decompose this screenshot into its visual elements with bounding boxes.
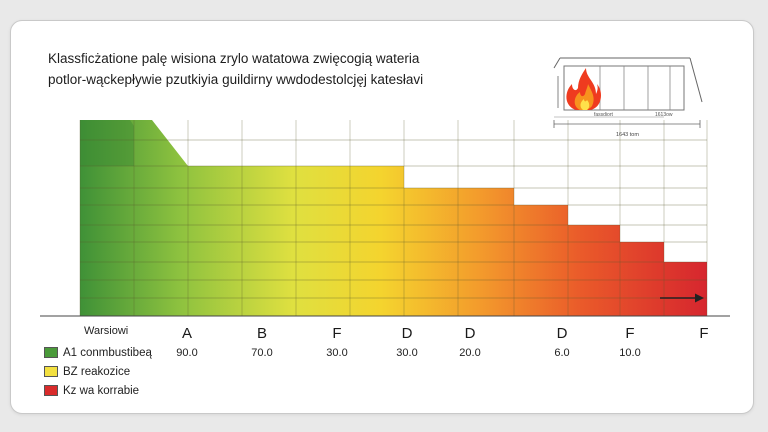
bar-block xyxy=(350,166,404,316)
legend-item: Kz wa korrabie xyxy=(44,382,152,399)
category-label: B xyxy=(257,325,267,342)
bars-group xyxy=(80,120,707,316)
bar-block xyxy=(568,225,620,316)
category-label: D xyxy=(465,325,476,342)
diagram-inner-label-right: 1613ow xyxy=(655,112,673,118)
value-label: 70.0 xyxy=(251,347,272,359)
bar-block xyxy=(296,166,350,316)
title-line-2: potlor-wąckepływie pzutkiyia guildirny w… xyxy=(48,72,424,87)
legend-swatch-green xyxy=(44,347,58,358)
bar-block xyxy=(664,262,707,316)
grid-group xyxy=(79,120,708,316)
legend-label: BZ reakozice xyxy=(63,365,131,378)
value-label: 20.0 xyxy=(459,347,480,359)
category-label: D xyxy=(402,325,413,342)
bar-block xyxy=(242,166,296,316)
bar-slope xyxy=(134,120,188,166)
bar-block xyxy=(404,188,458,316)
bar-block xyxy=(188,166,242,316)
category-label: F xyxy=(625,325,634,342)
axis-caption: Warsiowi xyxy=(84,325,128,337)
category-label: F xyxy=(699,325,708,342)
diagram-bottom-dim: 1643 tom xyxy=(616,132,639,138)
fire-test-diagram: 3000 fassdiort 1613ow 1643 tom xyxy=(553,57,703,138)
chart-title: Klassficżatione palę wisiona zrylo watat… xyxy=(48,48,518,90)
flame-icon xyxy=(566,68,602,110)
value-label: 6.0 xyxy=(554,347,569,359)
legend: A1 conmbustibeą BZ reakozice Kz wa korra… xyxy=(44,344,152,401)
diagram-inner-label-left: fassdiort xyxy=(594,112,614,118)
value-label: 90.0 xyxy=(176,347,197,359)
category-label: F xyxy=(332,325,341,342)
value-label: 30.0 xyxy=(396,347,417,359)
legend-label: Kz wa korrabie xyxy=(63,384,140,397)
category-label: D xyxy=(557,325,568,342)
category-label: A xyxy=(182,325,192,342)
legend-swatch-yellow xyxy=(44,366,58,377)
bar-block xyxy=(620,242,664,316)
value-label: 30.0 xyxy=(326,347,347,359)
bar-slope xyxy=(350,166,404,188)
value-labels: 90.0 70.0 30.0 30.0 20.0 6.0 10.0 xyxy=(176,347,640,359)
legend-item: BZ reakozice xyxy=(44,363,152,380)
axis-arrow-icon xyxy=(660,293,704,303)
bar-face xyxy=(80,120,134,166)
bar-block xyxy=(134,166,188,316)
legend-swatch-red xyxy=(44,385,58,396)
legend-label: A1 conmbustibeą xyxy=(63,346,152,359)
title-line-1: Klassficżatione palę wisiona zrylo watat… xyxy=(48,51,420,66)
legend-item: A1 conmbustibeą xyxy=(44,344,152,361)
bar-block xyxy=(514,205,568,316)
value-label: 10.0 xyxy=(619,347,640,359)
bar-block xyxy=(458,188,514,316)
bar-block xyxy=(80,120,134,316)
